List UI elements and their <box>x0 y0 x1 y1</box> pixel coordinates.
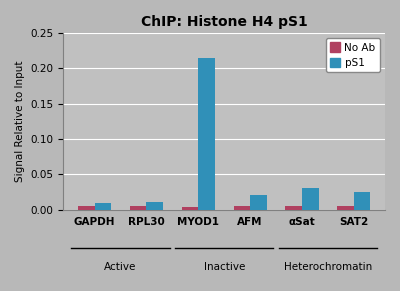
Bar <box>146 203 163 210</box>
Bar <box>337 206 354 210</box>
Bar <box>302 188 318 210</box>
Bar <box>95 203 111 210</box>
Text: Active: Active <box>104 262 137 272</box>
Bar <box>130 206 146 210</box>
Bar <box>78 206 95 210</box>
Text: Heterochromatin: Heterochromatin <box>284 262 372 272</box>
Bar <box>285 206 302 210</box>
Bar <box>250 195 267 210</box>
Y-axis label: Signal Relative to Input: Signal Relative to Input <box>15 61 25 182</box>
Bar <box>198 58 215 210</box>
Title: ChIP: Histone H4 pS1: ChIP: Histone H4 pS1 <box>141 15 308 29</box>
Text: Inactive: Inactive <box>204 262 245 272</box>
Bar <box>234 206 250 210</box>
Bar <box>182 207 198 210</box>
Legend: No Ab, pS1: No Ab, pS1 <box>326 38 380 72</box>
Bar <box>354 192 370 210</box>
